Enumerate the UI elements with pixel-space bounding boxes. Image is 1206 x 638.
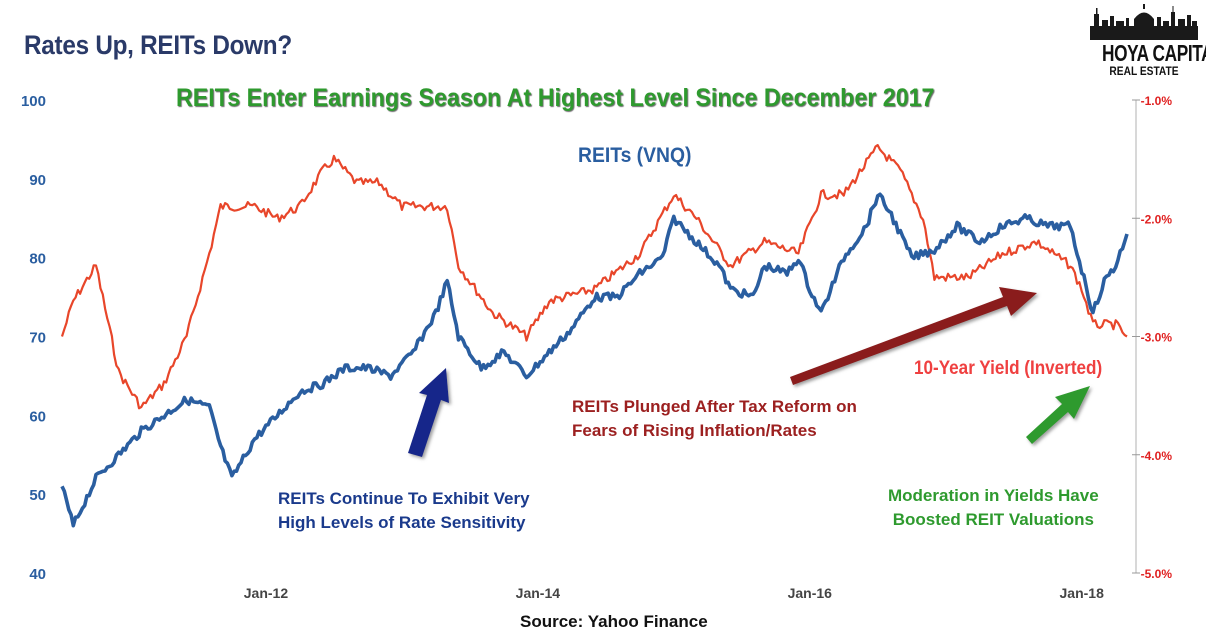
x-tick-label: Jan-18 [1060,585,1105,601]
green-arrow [1026,386,1090,444]
logo: HOYA CAPITAL REAL ESTATE [1088,4,1206,90]
right-tick-label: -3.0% [1141,331,1173,345]
red-arrow [790,287,1037,385]
chart-subtitle: REITs Enter Earnings Season At Highest L… [176,84,935,112]
skyline-icon [1090,4,1198,40]
blue-arrow [408,368,449,457]
annotation-arrows [408,287,1090,457]
source-note: Source: Yahoo Finance [520,612,708,631]
x-tick-label: Jan-16 [788,585,833,601]
tax-reform-line-2: Fears of Rising Inflation/Rates [572,421,817,440]
left-tick-label: 60 [29,408,46,425]
tax-reform-note: REITs Plunged After Tax Reform on Fears … [572,395,857,443]
yield-moderation-line-2: Boosted REIT Valuations [892,510,1094,529]
rate-sensitivity-line-1: REITs Continue To Exhibit Very [278,489,530,508]
reit-series-line [60,192,1129,528]
left-tick-label: 40 [29,566,46,583]
tax-reform-line-1: REITs Plunged After Tax Reform on [572,397,857,416]
left-tick-label: 100 [21,93,46,110]
chart-title: Rates Up, REITs Down? [24,30,292,60]
yield-moderation-line-1: Moderation in Yields Have [888,486,1099,505]
x-axis: Jan-12 Jan-14 Jan-16 Jan-18 [244,585,1104,601]
left-axis: 100 90 80 70 60 50 40 [21,93,46,583]
right-tick-label: -4.0% [1141,449,1173,463]
reit-series-label: REITs (VNQ) [578,144,692,167]
logo-name: HOYA CAPITAL [1102,40,1206,66]
left-tick-label: 50 [29,487,46,504]
x-tick-label: Jan-12 [244,585,289,601]
left-tick-label: 90 [29,172,46,189]
yield-moderation-note: Moderation in Yields Have Boosted REIT V… [888,484,1099,532]
plot-area [60,144,1129,528]
left-tick-label: 80 [29,251,46,268]
right-tick-label: -2.0% [1141,212,1173,226]
yield-series-label: 10-Year Yield (Inverted) [914,358,1103,379]
rate-sensitivity-line-2: High Levels of Rate Sensitivity [278,513,526,532]
rate-sensitivity-note: REITs Continue To Exhibit Very High Leve… [278,487,530,535]
left-tick-label: 70 [29,330,46,347]
right-tick-label: -1.0% [1141,94,1173,108]
right-axis: -1.0% -2.0% -3.0% -4.0% -5.0% [1132,94,1172,581]
right-tick-label: -5.0% [1141,567,1173,581]
logo-subtext: REAL ESTATE [1109,64,1179,78]
x-tick-label: Jan-14 [516,585,561,601]
yield-series-line [60,144,1128,410]
